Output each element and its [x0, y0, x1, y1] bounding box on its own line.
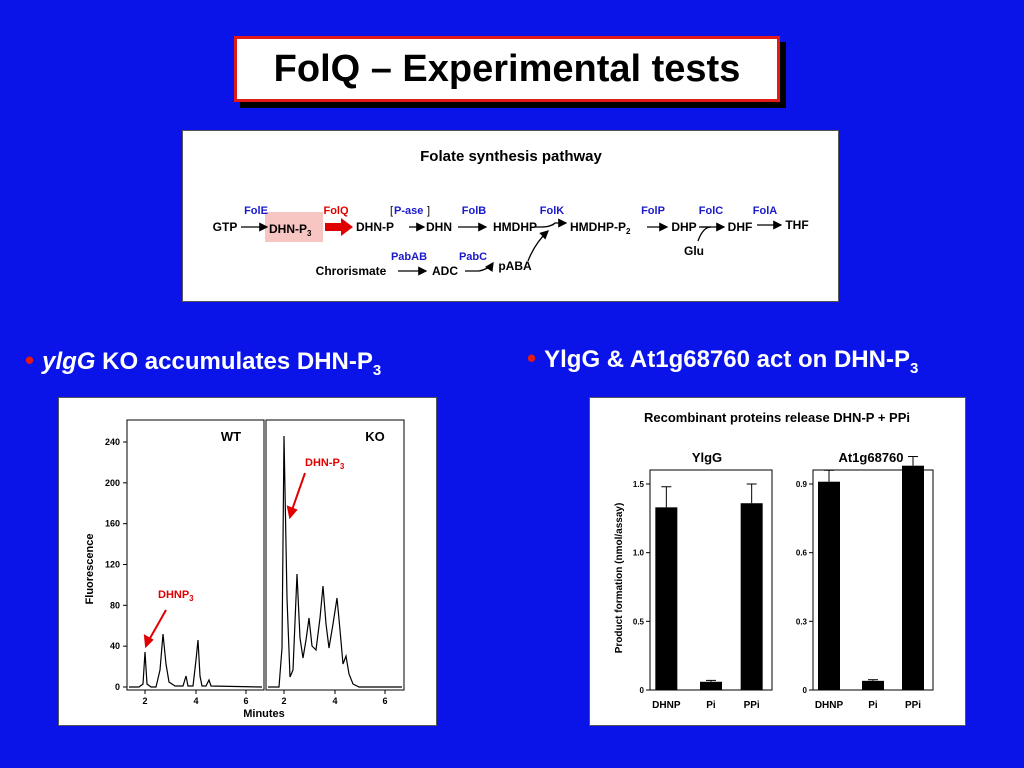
chrom-xtick-label: 6 — [382, 696, 387, 706]
arrow-hmdhp-hmdhpp2 — [535, 218, 568, 228]
compound-dhnp: DHN-P — [356, 220, 394, 234]
enzyme-folk: FolK — [540, 205, 564, 217]
bar-category-label: DHNP — [652, 700, 681, 711]
bar-ytick-label: 0.6 — [796, 549, 808, 558]
chrom-xtick-label: 6 — [243, 696, 248, 706]
enzyme-pabab: PabAB — [391, 251, 427, 263]
compound-hmdhpp2: HMDHP-P2 — [570, 220, 631, 236]
enzyme-folb: FolB — [462, 205, 486, 217]
wt-label: WT — [221, 429, 241, 444]
pathway-panel: Folate synthesis pathway FolE FolQ [ P-a… — [182, 130, 839, 302]
compound-glu: Glu — [684, 244, 704, 258]
bullet-dot: • — [25, 345, 35, 375]
bar-ytick-label: 0.3 — [796, 617, 808, 626]
bar-ylabel: Product formation (nmol/assay) — [614, 503, 625, 654]
arrow-adc-paba — [465, 261, 494, 273]
bracket-open: [ — [390, 205, 393, 217]
bar-category-label: Pi — [706, 700, 716, 711]
chrom-ytick-label: 120 — [105, 560, 120, 570]
bar — [862, 680, 884, 690]
enzyme-pase: P-ase — [394, 205, 423, 217]
pathway-diagram: Folate synthesis pathway FolE FolQ [ P-a… — [213, 148, 809, 278]
bar-category-label: PPi — [744, 700, 760, 711]
compound-dhn: DHN — [426, 220, 452, 234]
bar-charts: Recombinant proteins release DHN-P + PPi… — [614, 410, 934, 711]
bar-category-label: PPi — [905, 700, 921, 711]
enzyme-fola: FolA — [753, 205, 777, 217]
chart-title-at1g: At1g68760 — [838, 450, 903, 465]
compound-thf: THF — [785, 218, 808, 232]
bar-category-label: DHNP — [815, 700, 844, 711]
dhnp3-highlight — [265, 212, 323, 242]
compound-gtp: GTP — [213, 220, 238, 234]
chrom-ylabel: Fluorescence — [84, 534, 96, 605]
bullet-left: • ylgG KO accumulates DHN-P3 — [25, 345, 381, 379]
wt-frame — [126, 419, 265, 691]
enzyme-folp: FolP — [641, 205, 665, 217]
arrow-paba-join — [527, 230, 549, 262]
bullet-left-italic: ylgG — [42, 348, 96, 375]
compound-dhf: DHF — [728, 220, 753, 234]
chrom-xtick-label: 2 — [142, 696, 147, 706]
enzyme-folc: FolC — [699, 205, 723, 217]
bar — [740, 503, 763, 690]
recombinant-heading: Recombinant proteins release DHN-P + PPi — [644, 410, 910, 425]
chrom-ytick-label: 80 — [110, 600, 120, 610]
chrom-xtick-label: 2 — [281, 696, 286, 706]
wt-trace — [129, 633, 263, 688]
compound-chorismate: Chrorismate — [316, 264, 387, 278]
chrom-xtick-label: 4 — [193, 696, 198, 706]
bullet-right-sub: 3 — [909, 359, 919, 377]
enzyme-pabc: PabC — [459, 251, 487, 263]
compound-dhp: DHP — [671, 220, 696, 234]
ko-annotation-label: DHN-P3 — [305, 457, 345, 471]
chromatogram-panel: 0 40 80 120 160 200 240 2 4 6 2 4 6 WT KO Fluorescen… — [58, 397, 437, 726]
enzyme-folq: FolQ — [323, 205, 348, 217]
compound-hmdhp: HMDHP — [493, 220, 537, 234]
bullet-left-text: KO accumulates DHN-P — [95, 348, 373, 375]
compound-paba: pABA — [498, 259, 532, 273]
wt-annotation-arrow — [148, 609, 167, 641]
chrom-ytick-label: 240 — [105, 437, 120, 447]
bar — [700, 681, 722, 690]
enzyme-fole: FolE — [244, 205, 268, 217]
chrom-xtick-label: 4 — [332, 696, 337, 706]
chrom-ytick-label: 200 — [105, 478, 120, 488]
ko-trace — [268, 435, 402, 688]
chromatogram: 0 40 80 120 160 200 240 2 4 6 2 4 6 WT KO Fluorescen… — [84, 419, 405, 720]
arrow-glu-branch — [697, 226, 712, 242]
bracket-close: ] — [427, 205, 430, 217]
bar-ytick-label: 1.5 — [633, 480, 645, 489]
bullet-left-sub: 3 — [372, 361, 382, 379]
bar-ytick-label: 0.5 — [633, 617, 645, 626]
chrom-ytick-label: 40 — [110, 641, 120, 651]
chrom-ytick-label: 0 — [115, 682, 120, 692]
page-title: FolQ – Experimental tests — [273, 47, 741, 90]
wt-annotation-label: DHNP3 — [158, 589, 194, 603]
ko-label: KO — [365, 429, 385, 444]
bar-category-label: Pi — [868, 700, 878, 711]
folq-red-arrow — [325, 218, 353, 236]
bar-ytick-label: 0.9 — [796, 480, 808, 489]
compound-adc: ADC — [432, 264, 458, 278]
bar-ytick-label: 0 — [640, 686, 645, 695]
bar — [818, 481, 840, 690]
chrom-xlabel: Minutes — [243, 708, 285, 720]
wt-annotation-arrowhead — [143, 634, 154, 649]
bullet-dot: • — [527, 343, 537, 373]
bar-ytick-label: 0 — [803, 686, 808, 695]
bar — [655, 507, 678, 690]
bar-ytick-label: 1.0 — [633, 549, 645, 558]
recombinant-panel: Recombinant proteins release DHN-P + PPi… — [589, 397, 966, 726]
ko-annotation-arrowhead — [286, 505, 298, 520]
compound-dhnp3: DHN-P3 — [269, 222, 312, 238]
bullet-right-text: YlgG & At1g68760 act on DHN-P — [544, 346, 910, 373]
ko-annotation-arrow — [291, 472, 306, 511]
pathway-heading: Folate synthesis pathway — [420, 148, 602, 165]
chart-title-ylgg: YlgG — [692, 450, 722, 465]
bullet-right: • YlgG & At1g68760 act on DHN-P3 — [527, 343, 918, 377]
bar — [902, 465, 924, 690]
chrom-ytick-label: 160 — [105, 519, 120, 529]
title-box: FolQ – Experimental tests — [234, 36, 780, 102]
